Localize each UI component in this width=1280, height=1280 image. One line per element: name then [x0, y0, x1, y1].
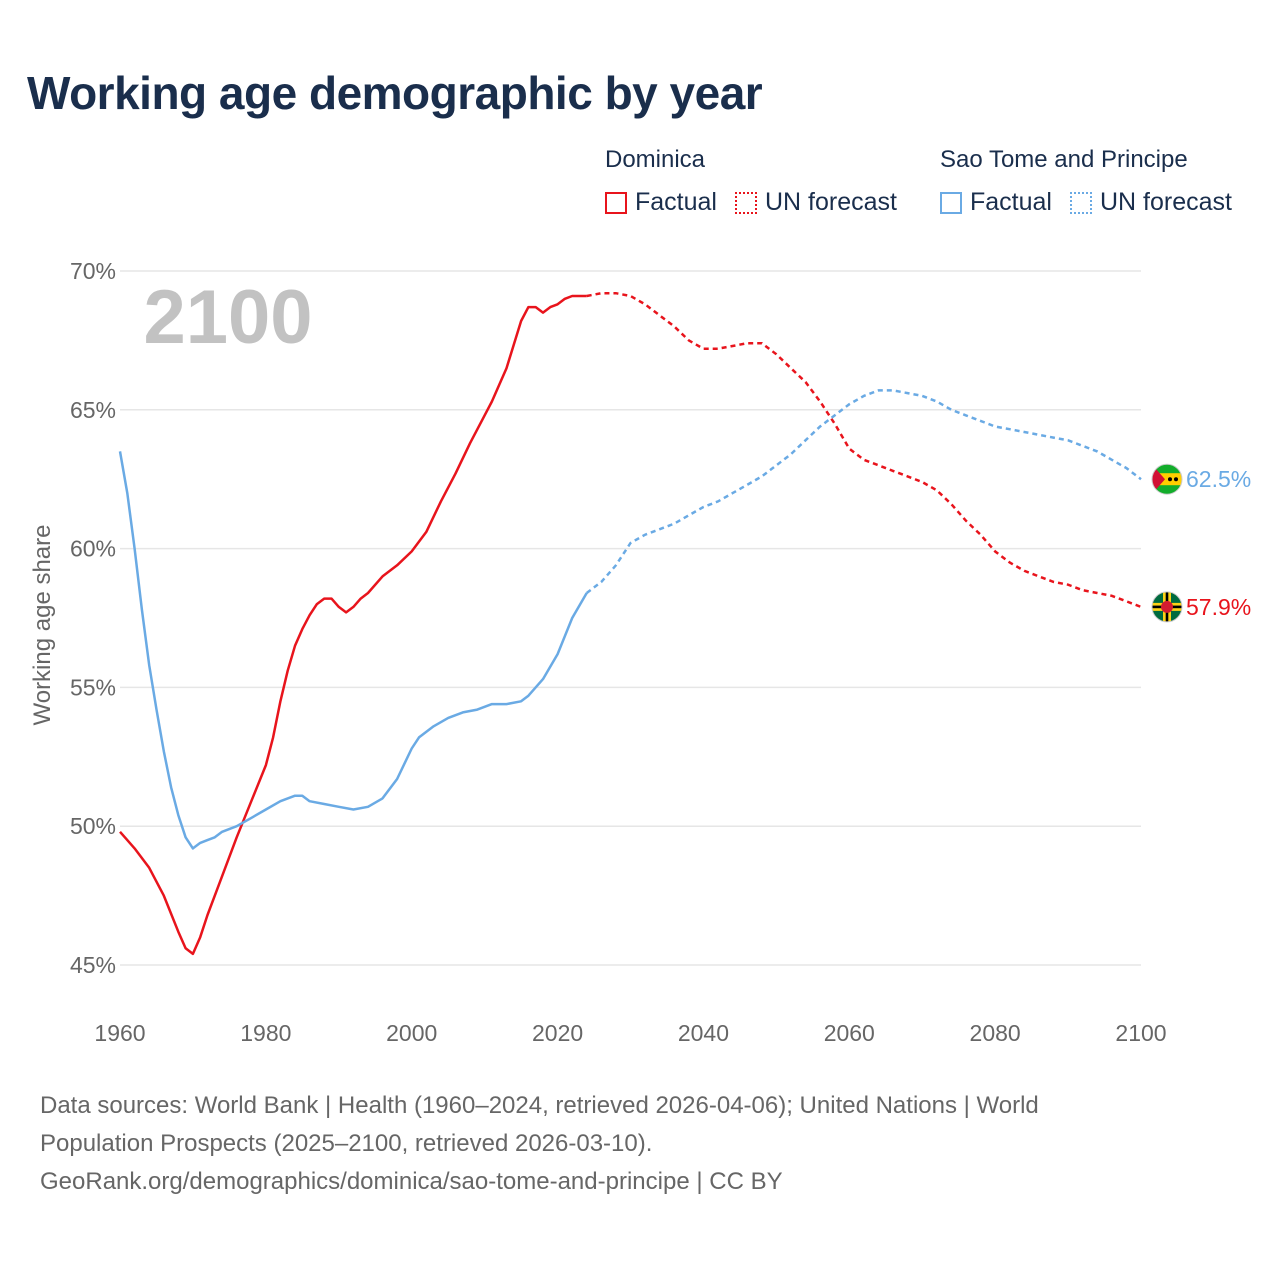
year-watermark: 2100 — [143, 275, 312, 360]
footer-sources: Data sources: World Bank | Health (1960–… — [40, 1087, 1220, 1201]
series-end-label: 57.9% — [1186, 594, 1251, 620]
series-end-label: 62.5% — [1186, 466, 1251, 492]
legend-item-factual[interactable]: Factual — [940, 188, 1052, 217]
legend-swatch-solid — [940, 191, 962, 214]
y-tick-label: 50% — [70, 813, 116, 839]
footer-line: Data sources: World Bank | Health (1960–… — [40, 1092, 1039, 1119]
legend-swatch-dotted — [734, 191, 757, 214]
legend-item-factual[interactable]: Factual — [605, 188, 717, 217]
series-line-factual — [118, 451, 588, 850]
x-tick-label: 2100 — [1115, 1020, 1166, 1046]
legend-item-forecast[interactable]: UN forecast — [1069, 188, 1232, 217]
line-chart: 45% 50% 55% 60% 65% 70% 1960 1980 2000 2020 2040 20… — [29, 258, 1251, 1046]
x-tick-label: 2060 — [824, 1020, 875, 1046]
legend-label: UN forecast — [764, 188, 897, 216]
legend-country-name: Dominica — [605, 146, 706, 173]
legend-label: Factual — [635, 188, 717, 216]
legend-dominica[interactable]: Dominica Factual UN forecast — [605, 146, 915, 217]
sao-tome-flag-icon — [1151, 463, 1183, 495]
y-tick-label: 65% — [70, 397, 116, 423]
x-tick-label: 2000 — [386, 1020, 437, 1046]
series-line-forecast — [585, 389, 1142, 594]
x-tick-label: 1980 — [240, 1020, 291, 1046]
y-tick-label: 60% — [70, 536, 116, 562]
dominica-flag-icon — [1151, 591, 1183, 623]
y-tick-label: 55% — [70, 674, 116, 700]
series-line-forecast — [586, 291, 1142, 609]
legend-label: Factual — [970, 188, 1052, 216]
legend-sao-tome[interactable]: Sao Tome and Principe Factual UN forecas… — [940, 146, 1250, 217]
chart-title: Working age demographic by year — [27, 67, 763, 119]
legend-label: UN forecast — [1099, 188, 1232, 216]
series-line-factual — [119, 294, 587, 956]
legend-country-name: Sao Tome and Principe — [940, 146, 1188, 173]
y-tick-label: 45% — [70, 952, 116, 978]
x-tick-label: 1960 — [94, 1020, 145, 1046]
x-tick-label: 2020 — [532, 1020, 583, 1046]
legend-swatch-dotted — [1069, 191, 1092, 214]
footer-line: Population Prospects (2025–2100, retriev… — [40, 1130, 653, 1157]
footer-line[interactable]: GeoRank.org/demographics/dominica/sao-to… — [40, 1168, 783, 1195]
x-tick-label: 2080 — [970, 1020, 1021, 1046]
y-tick-label: 70% — [70, 258, 116, 284]
y-axis-label: Working age share — [29, 525, 56, 726]
legend-item-forecast[interactable]: UN forecast — [734, 188, 897, 217]
x-tick-label: 2040 — [678, 1020, 729, 1046]
legend-swatch-solid — [605, 191, 627, 214]
